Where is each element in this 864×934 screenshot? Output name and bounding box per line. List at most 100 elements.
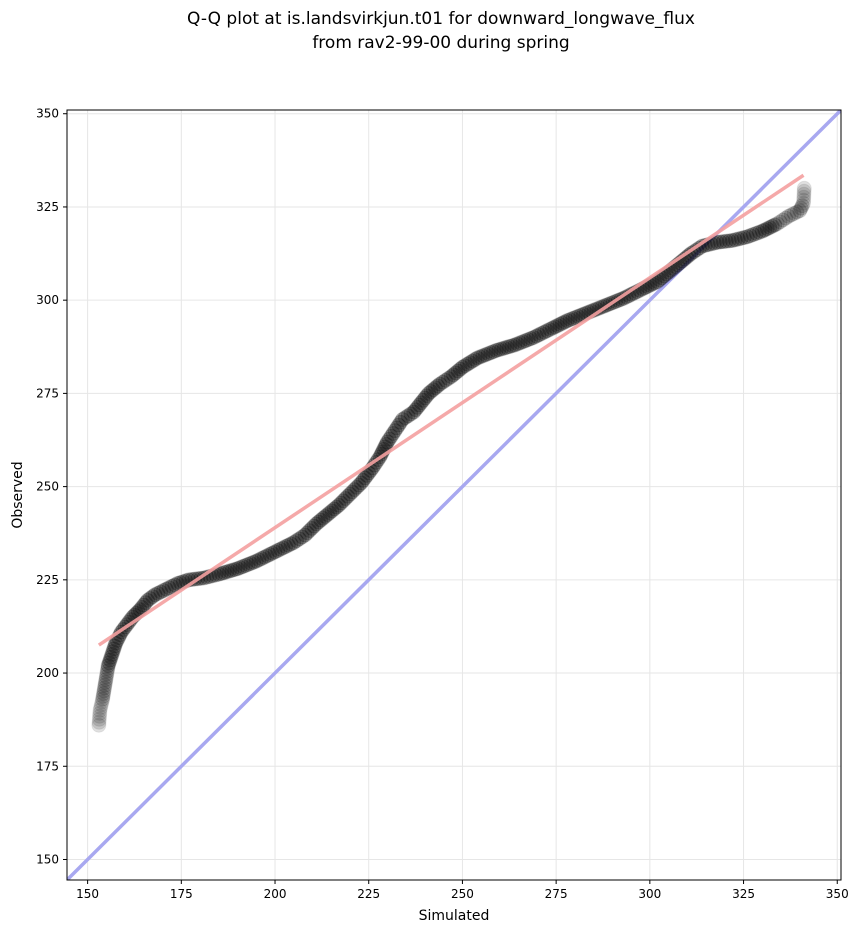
qq-point bbox=[317, 508, 333, 524]
qq-point bbox=[438, 372, 454, 388]
qq-point bbox=[353, 475, 369, 491]
qq-point bbox=[211, 566, 227, 582]
qq-point bbox=[283, 536, 299, 552]
qq-point bbox=[272, 541, 288, 557]
qq-point bbox=[454, 359, 470, 375]
qq-point bbox=[153, 584, 169, 600]
qq-point bbox=[794, 198, 810, 214]
qq-point bbox=[403, 406, 419, 422]
qq-point bbox=[440, 370, 456, 386]
qq-point bbox=[381, 431, 397, 447]
x-tick-label: 200 bbox=[264, 887, 287, 901]
qq-point bbox=[167, 577, 183, 593]
qq-point bbox=[539, 323, 555, 339]
qq-point bbox=[95, 688, 111, 704]
qq-point bbox=[262, 547, 278, 563]
qq-point bbox=[306, 518, 322, 534]
qq-point bbox=[340, 488, 356, 504]
qq-point bbox=[246, 554, 262, 570]
qq-point bbox=[757, 222, 773, 238]
qq-point bbox=[792, 203, 808, 219]
qq-point bbox=[531, 327, 547, 343]
qq-point bbox=[491, 342, 507, 358]
qq-point bbox=[507, 337, 523, 353]
qq-point bbox=[315, 510, 331, 526]
qq-point bbox=[357, 470, 373, 486]
qq-point bbox=[409, 399, 425, 415]
qq-point bbox=[423, 384, 439, 400]
qq-point bbox=[769, 216, 785, 232]
qq-point bbox=[107, 638, 123, 654]
qq-point bbox=[383, 428, 399, 444]
qq-point bbox=[544, 320, 560, 336]
qq-point bbox=[394, 411, 410, 427]
qq-point bbox=[216, 565, 232, 581]
qq-point bbox=[793, 200, 809, 216]
qq-point bbox=[342, 486, 358, 502]
qq-point bbox=[709, 234, 725, 250]
qq-point bbox=[256, 549, 272, 565]
qq-point bbox=[92, 708, 108, 724]
qq-point bbox=[469, 350, 485, 366]
qq-point bbox=[536, 324, 552, 340]
qq-point bbox=[99, 663, 115, 679]
qq-point bbox=[733, 230, 749, 246]
qq-point bbox=[92, 705, 108, 721]
qq-point bbox=[308, 516, 324, 532]
qq-point bbox=[289, 533, 305, 549]
y-tick-label: 275 bbox=[36, 386, 59, 400]
qq-point bbox=[254, 551, 270, 567]
qq-point bbox=[523, 331, 539, 347]
qq-point bbox=[91, 711, 107, 727]
qq-point bbox=[103, 649, 119, 665]
qq-point bbox=[425, 382, 441, 398]
qq-point bbox=[520, 332, 536, 348]
qq-point bbox=[419, 388, 435, 404]
qq-point bbox=[796, 186, 812, 202]
qq-point bbox=[778, 210, 794, 226]
y-tick-label: 175 bbox=[36, 759, 59, 773]
qq-point bbox=[796, 192, 812, 208]
qq-point bbox=[472, 349, 488, 365]
y-tick-label: 200 bbox=[36, 666, 59, 680]
qq-point bbox=[759, 221, 775, 237]
grid bbox=[67, 110, 841, 880]
qq-point bbox=[528, 328, 544, 344]
qq-point bbox=[448, 365, 464, 381]
qq-point bbox=[739, 229, 755, 245]
qq-point bbox=[164, 578, 180, 594]
qq-point bbox=[92, 702, 108, 718]
qq-point bbox=[294, 529, 310, 545]
qq-point bbox=[499, 339, 515, 355]
qq-point bbox=[299, 525, 315, 541]
qq-point bbox=[789, 204, 805, 220]
qq-point bbox=[313, 512, 329, 528]
qq-point bbox=[136, 597, 152, 613]
qq-point bbox=[421, 385, 437, 401]
x-tick-label: 250 bbox=[451, 887, 474, 901]
qq-point bbox=[496, 340, 512, 356]
qq-point bbox=[150, 585, 166, 601]
qq-point bbox=[147, 587, 163, 603]
qq-point bbox=[786, 205, 802, 221]
qq-point bbox=[515, 334, 531, 350]
qq-point bbox=[480, 346, 496, 362]
qq-point bbox=[328, 499, 344, 515]
qq-point bbox=[467, 352, 483, 368]
qq-point bbox=[93, 700, 109, 716]
qq-point bbox=[100, 658, 116, 674]
qq-point bbox=[238, 557, 254, 573]
qq-point bbox=[397, 410, 413, 426]
qq-point bbox=[547, 319, 563, 335]
qq-point bbox=[355, 472, 371, 488]
identity-line bbox=[67, 110, 841, 880]
qq-point bbox=[264, 545, 280, 561]
qq-point bbox=[715, 234, 731, 250]
qq-point bbox=[324, 503, 340, 519]
qq-point bbox=[387, 423, 403, 439]
qq-point bbox=[97, 674, 113, 690]
qq-point bbox=[240, 556, 256, 572]
qq-point bbox=[385, 425, 401, 441]
qq-point bbox=[101, 655, 117, 671]
